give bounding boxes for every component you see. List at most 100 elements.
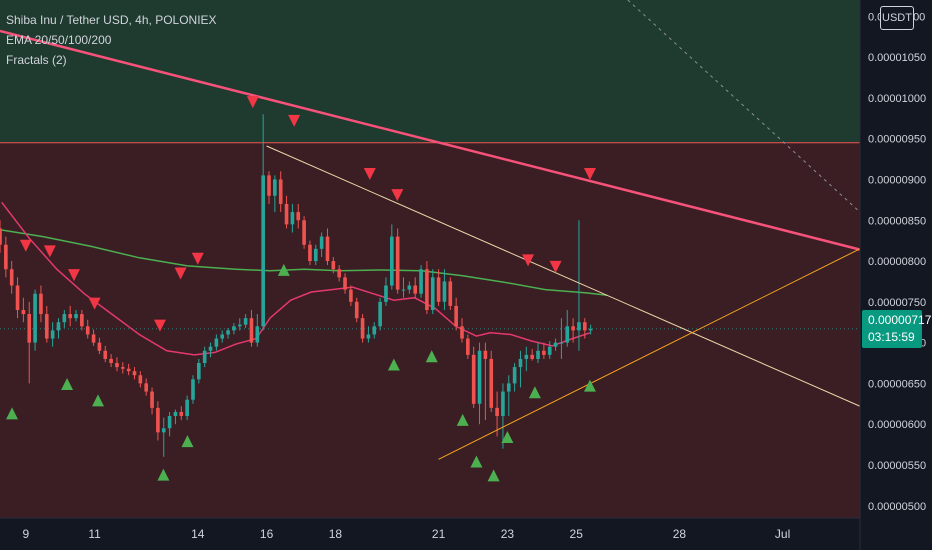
candle-body — [126, 368, 131, 372]
zone-upper — [0, 0, 860, 143]
x-tick-label: 14 — [191, 527, 205, 541]
currency-badge[interactable]: USDT — [880, 6, 914, 30]
fractal-down-marker — [174, 267, 187, 280]
y-tick-label: 0.00000950 — [868, 134, 926, 146]
fractal-up-marker — [92, 394, 105, 407]
candle-body — [214, 338, 219, 347]
fractal-up-marker — [61, 378, 74, 391]
x-tick-label: Jul — [775, 527, 790, 541]
candle-body — [501, 391, 505, 417]
candle-body — [565, 326, 570, 343]
legend-ema[interactable]: EMA 20/50/100/200 — [6, 33, 112, 47]
x-tick-label: 23 — [501, 527, 515, 541]
y-tick-label: 0.00000650 — [868, 378, 926, 390]
fractal-up-marker — [181, 435, 194, 448]
candle-body — [208, 346, 213, 351]
countdown-timer: 03:15:59 — [868, 330, 915, 344]
x-tick-label: 18 — [329, 527, 343, 541]
candle-body — [308, 244, 312, 262]
fractal-up-marker — [387, 358, 400, 371]
fractal-down-marker — [391, 189, 404, 202]
x-tick-label: 11 — [88, 527, 101, 541]
candle-body — [477, 350, 482, 404]
candle-body — [495, 407, 499, 417]
fractal-down-marker — [43, 245, 56, 258]
ema-short-line — [1, 201, 591, 356]
fractal-up-marker — [157, 468, 170, 481]
candle-body — [483, 350, 488, 359]
candle-body — [547, 346, 552, 355]
candle-body — [150, 391, 154, 408]
candle-body — [542, 350, 546, 355]
y-tick-label: 0.00000600 — [868, 419, 926, 431]
candle-body — [185, 399, 189, 417]
candle-body — [243, 318, 248, 325]
candle-body — [27, 314, 32, 343]
ema-long-line — [1, 229, 608, 297]
candle-body — [191, 379, 195, 400]
candle-body — [74, 314, 78, 319]
candle-body — [442, 281, 447, 302]
candle-body — [343, 277, 347, 290]
fractal-up-marker — [583, 379, 596, 392]
resistance-line — [0, 29, 861, 251]
fractal-up-marker — [501, 431, 514, 444]
candle-body — [232, 326, 236, 331]
candle-body — [524, 354, 529, 359]
candle-body — [512, 367, 517, 384]
candle-body — [249, 318, 254, 343]
y-tick-label: 0.00000900 — [868, 174, 926, 186]
x-tick-label: 16 — [260, 527, 274, 541]
x-tick-label: 21 — [432, 527, 446, 541]
candle-body — [120, 367, 125, 369]
time-axis-panel — [0, 518, 860, 550]
candle-body — [62, 314, 67, 323]
candle-body — [173, 411, 178, 417]
candle-body — [91, 334, 96, 343]
candle-body — [407, 285, 412, 290]
candle-body — [588, 328, 593, 331]
fractal-down-marker — [191, 252, 204, 265]
candle-body — [226, 330, 230, 335]
candle-body — [395, 236, 400, 290]
legend-fractals[interactable]: Fractals (2) — [6, 53, 67, 67]
candle-body — [56, 322, 61, 331]
fractal-down-marker — [288, 114, 301, 127]
candle-body — [85, 326, 90, 335]
candle-body — [390, 236, 394, 286]
candle-body — [448, 281, 453, 306]
fractal-down-marker — [67, 269, 80, 282]
fractal-up-marker — [487, 469, 500, 482]
fractal-up-marker — [456, 413, 469, 426]
candle-body — [454, 305, 458, 327]
candle-body — [290, 212, 295, 225]
fractal-down-marker — [153, 319, 166, 332]
ascending-trend-line — [438, 248, 861, 460]
y-tick-label: 0.00000550 — [868, 460, 926, 472]
y-tick-label: 0.00000500 — [868, 501, 926, 513]
fractal-down-marker — [246, 96, 259, 109]
candle-body — [571, 326, 575, 331]
candle-body — [284, 203, 289, 225]
candle-body — [425, 269, 429, 310]
candle-body — [115, 363, 119, 368]
candle-body — [296, 212, 301, 221]
candle-body — [319, 236, 324, 249]
x-tick-label: 25 — [570, 527, 584, 541]
candle-body — [302, 220, 306, 245]
fractal-down-marker — [363, 167, 376, 180]
candle-body — [132, 371, 137, 376]
candle-body — [413, 285, 418, 294]
candle-body — [518, 358, 523, 368]
candle-body — [267, 175, 271, 196]
candle-body — [559, 342, 564, 344]
fractal-up-marker — [470, 455, 483, 468]
candle-body — [39, 293, 43, 315]
candle-body — [372, 326, 377, 335]
legend-symbol[interactable]: Shiba Inu / Tether USD, 4h, POLONIEX — [6, 13, 217, 27]
candle-body — [273, 179, 277, 196]
candle-body — [80, 314, 84, 327]
y-tick-label: 0.00000750 — [868, 297, 926, 309]
